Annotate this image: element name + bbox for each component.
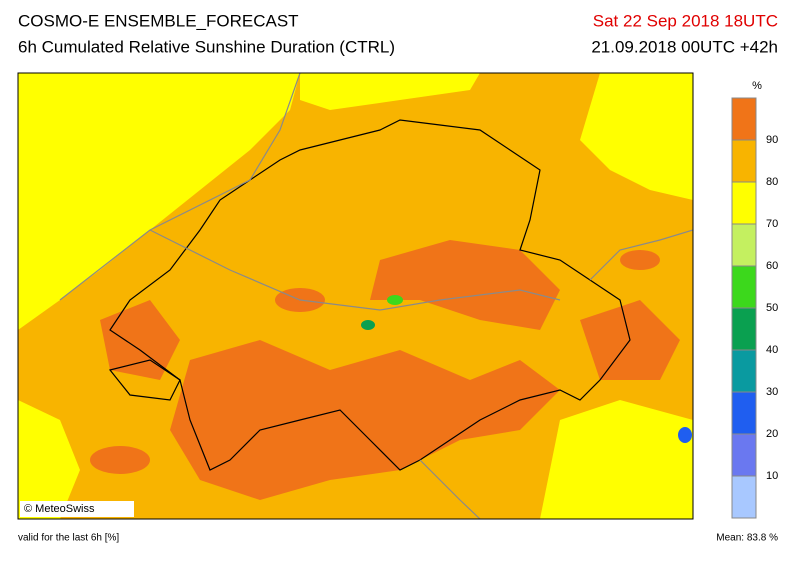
- blue-spot: [678, 427, 692, 443]
- colorbar-bin: [732, 476, 756, 518]
- colorbar-bin: [732, 182, 756, 224]
- yellow-area: [300, 73, 480, 110]
- colorbar-bin: [732, 266, 756, 308]
- footer-note: valid for the last 6h [%]: [18, 533, 119, 544]
- colorbar-bin: [732, 392, 756, 434]
- yellow-area: [580, 73, 693, 200]
- colorbar-bin: [732, 224, 756, 266]
- subtitle: 6h Cumulated Relative Sunshine Duration …: [18, 37, 395, 56]
- colorbar-unit: %: [752, 80, 762, 92]
- yellow-area: [18, 73, 300, 330]
- mean-value: Mean: 83.8 %: [716, 533, 778, 544]
- credit: © MeteoSwiss: [24, 503, 95, 515]
- colorbar-bin: [732, 308, 756, 350]
- valid-time: Sat 22 Sep 2018 18UTC: [593, 11, 778, 30]
- map: © MeteoSwiss: [17, 72, 694, 520]
- title: COSMO-E ENSEMBLE_FORECAST: [18, 11, 299, 30]
- colorbar-tick-label: 70: [766, 218, 778, 230]
- colorbar-tick-label: 60: [766, 260, 778, 272]
- orange-blobs: [90, 240, 680, 500]
- colorbar-tick-label: 50: [766, 302, 778, 314]
- credit-box: [20, 501, 134, 517]
- green-spot: [361, 320, 375, 330]
- colorbar-tick-label: 10: [766, 470, 778, 482]
- colorbar-bin: [732, 350, 756, 392]
- colorbar-bin: [732, 434, 756, 476]
- colorbar-bin: [732, 140, 756, 182]
- yellow-area: [540, 400, 693, 519]
- yellow-area: [18, 400, 80, 519]
- colorbar-tick-label: 90: [766, 134, 778, 146]
- colorbar-tick-label: 30: [766, 386, 778, 398]
- country-borders: [108, 119, 631, 471]
- colorbar-bin: [732, 98, 756, 140]
- colorbar-tick-label: 20: [766, 428, 778, 440]
- region-borders: [59, 73, 693, 519]
- run-info: 21.09.2018 00UTC +42h: [591, 37, 778, 56]
- colorbar-tick-label: 80: [766, 176, 778, 188]
- colorbar: 10 20 30 40 50 60 70 80 90: [731, 97, 778, 519]
- map-frame: [17, 72, 694, 520]
- colorbar-tick-label: 40: [766, 344, 778, 356]
- green-spot: [387, 295, 403, 305]
